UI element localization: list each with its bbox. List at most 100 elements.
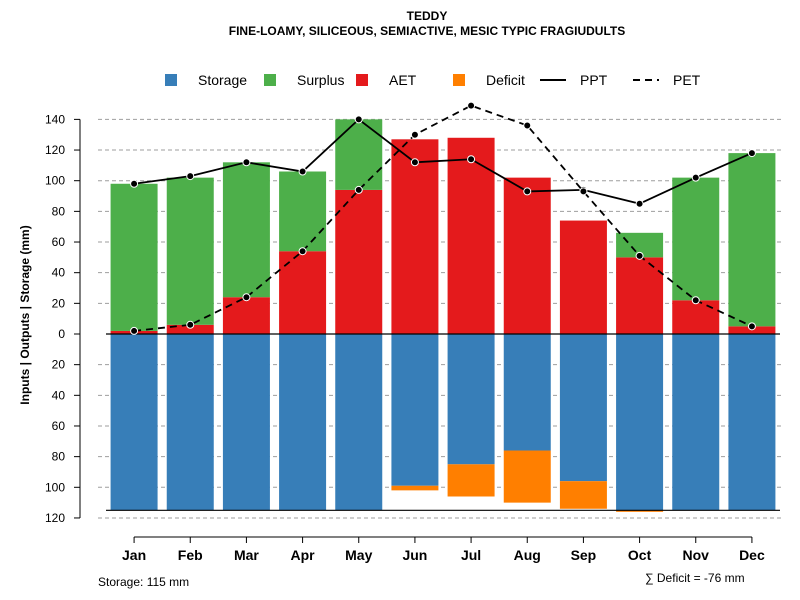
pet-line bbox=[133, 104, 753, 332]
surplus-bar bbox=[110, 183, 158, 331]
storage-bar bbox=[672, 334, 720, 511]
y-tick-label: 20 bbox=[52, 296, 66, 310]
storage-bar bbox=[503, 334, 551, 451]
aet-bar bbox=[559, 220, 607, 334]
ppt-point bbox=[523, 187, 532, 196]
pet-point bbox=[579, 187, 588, 196]
y-tick-label: 140 bbox=[45, 112, 65, 126]
deficit-bar bbox=[447, 464, 495, 497]
ppt-point bbox=[410, 158, 419, 167]
pet-point bbox=[635, 251, 644, 260]
x-tick-label: Dec bbox=[739, 547, 765, 563]
legend-swatch-aet bbox=[356, 74, 368, 86]
aet-bar bbox=[166, 324, 214, 334]
pet-point bbox=[691, 296, 700, 305]
series-lines bbox=[130, 101, 756, 335]
surplus-bar bbox=[279, 171, 327, 252]
x-tick-label: Mar bbox=[234, 547, 259, 563]
deficit-bar bbox=[616, 510, 664, 512]
storage-bar bbox=[728, 334, 776, 511]
x-tick-label: Jul bbox=[461, 547, 481, 563]
legend-swatch-deficit bbox=[453, 74, 465, 86]
deficit-note: ∑ Deficit = -76 mm bbox=[645, 571, 745, 585]
aet-bar bbox=[503, 177, 551, 334]
pet-point bbox=[467, 101, 476, 110]
pet-point bbox=[242, 293, 251, 302]
ppt-point bbox=[747, 149, 756, 158]
pet-point bbox=[186, 320, 195, 329]
chart-title: TEDDY bbox=[407, 9, 448, 23]
y-tick-label: 80 bbox=[52, 204, 66, 218]
y-tick-label: 120 bbox=[45, 511, 65, 525]
legend-label-aet: AET bbox=[389, 72, 417, 88]
bars bbox=[110, 119, 776, 512]
y-tick-label: 0 bbox=[58, 327, 65, 341]
pet-point bbox=[298, 247, 307, 256]
y-tick-label: 40 bbox=[52, 266, 66, 280]
x-tick-label: Jun bbox=[402, 547, 427, 563]
aet-bar bbox=[672, 300, 720, 334]
legend: Storage Surplus AET Deficit PPT PET bbox=[165, 72, 701, 88]
storage-bar bbox=[166, 334, 214, 511]
storage-bar bbox=[279, 334, 327, 511]
storage-bar bbox=[335, 334, 383, 511]
ppt-line bbox=[133, 118, 753, 205]
y-tick-label: 80 bbox=[52, 450, 66, 464]
ppt-point bbox=[130, 179, 139, 188]
legend-label-storage: Storage bbox=[198, 72, 247, 88]
y-tick-label: 100 bbox=[45, 174, 65, 188]
storage-bar bbox=[616, 334, 664, 511]
x-tick-label: Sep bbox=[571, 547, 597, 563]
pet-point bbox=[523, 121, 532, 130]
pet-point bbox=[747, 322, 756, 331]
x-tick-label: Nov bbox=[683, 547, 710, 563]
storage-bar bbox=[559, 334, 607, 482]
x-tick-label: Apr bbox=[291, 547, 316, 563]
storage-bar bbox=[391, 334, 439, 486]
ppt-point bbox=[691, 173, 700, 182]
chart-subtitle: FINE-LOAMY, SILICEOUS, SEMIACTIVE, MESIC… bbox=[229, 24, 625, 38]
y-tick-label: 100 bbox=[45, 480, 65, 494]
surplus-bar bbox=[335, 119, 383, 190]
x-tick-label: Aug bbox=[514, 547, 541, 563]
legend-label-pet: PET bbox=[673, 72, 701, 88]
aet-bar bbox=[616, 257, 664, 334]
pet-point bbox=[410, 130, 419, 139]
aet-bar bbox=[447, 137, 495, 334]
ppt-point bbox=[467, 155, 476, 164]
pet-point bbox=[354, 185, 363, 194]
x-tick-label: May bbox=[345, 547, 372, 563]
y-tick-label: 60 bbox=[52, 235, 66, 249]
storage-bar bbox=[110, 334, 158, 511]
ppt-point bbox=[186, 172, 195, 181]
legend-swatch-surplus bbox=[264, 74, 276, 86]
x-tick-label: Feb bbox=[178, 547, 203, 563]
legend-label-ppt: PPT bbox=[580, 72, 608, 88]
surplus-bar bbox=[222, 162, 270, 298]
aet-bar bbox=[391, 139, 439, 334]
y-tick-label: 40 bbox=[52, 388, 66, 402]
storage-bar bbox=[222, 334, 270, 511]
surplus-bar bbox=[728, 153, 776, 327]
legend-label-deficit: Deficit bbox=[486, 72, 525, 88]
x-tick-label: Oct bbox=[628, 547, 652, 563]
y-tick-label: 60 bbox=[52, 419, 66, 433]
ppt-point bbox=[298, 167, 307, 176]
axes bbox=[74, 118, 780, 543]
y-axis-label: Inputs | Outputs | Storage (mm) bbox=[18, 225, 32, 404]
storage-bar bbox=[447, 334, 495, 465]
ppt-point bbox=[242, 158, 251, 167]
y-tick-label: 20 bbox=[52, 358, 66, 372]
surplus-bar bbox=[166, 177, 214, 325]
deficit-bar bbox=[503, 450, 551, 503]
legend-swatch-storage bbox=[165, 74, 177, 86]
x-tick-label: Jan bbox=[122, 547, 146, 563]
ppt-point bbox=[635, 199, 644, 208]
axis-labels: 140 120 100 80 60 40 20 0 20 40 60 80 100 120 Jan Feb Ma… bbox=[45, 112, 765, 563]
ppt-point bbox=[354, 115, 363, 124]
storage-note: Storage: 115 mm bbox=[98, 575, 189, 589]
aet-bar bbox=[222, 297, 270, 334]
aet-bar bbox=[335, 189, 383, 334]
y-tick-label: 120 bbox=[45, 143, 65, 157]
pet-point bbox=[130, 326, 139, 335]
